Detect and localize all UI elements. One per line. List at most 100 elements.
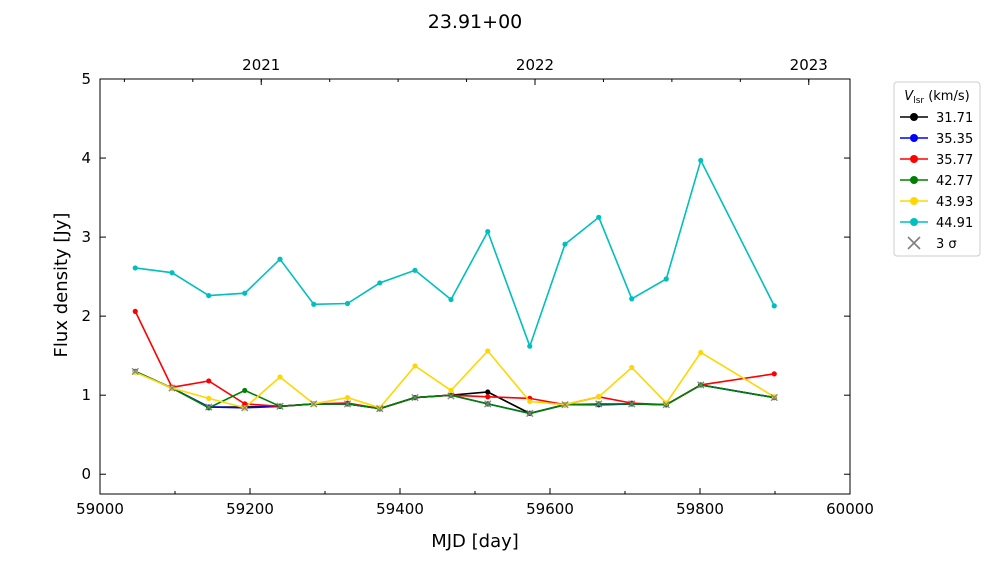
data-point-43.93 bbox=[448, 387, 454, 394]
y-tick-label: 3 bbox=[81, 228, 91, 246]
legend-entry-label: 42.77 bbox=[936, 174, 973, 189]
legend-swatch-marker bbox=[910, 197, 918, 205]
data-point-44.91 bbox=[663, 276, 669, 282]
x-tick-label: 59200 bbox=[226, 500, 274, 518]
sigma-marker bbox=[628, 400, 636, 408]
legend-swatch-marker bbox=[910, 155, 918, 163]
series-line-42.77 bbox=[134, 370, 775, 415]
data-point-44.91 bbox=[698, 157, 704, 164]
sigma-marker bbox=[411, 393, 419, 402]
top-year-label: 2021 bbox=[242, 56, 280, 74]
legend-swatch-marker bbox=[910, 134, 918, 142]
y-tick-label: 0 bbox=[81, 465, 91, 483]
sigma-marker bbox=[376, 404, 384, 413]
data-point-43.93 bbox=[596, 394, 602, 400]
data-point-44.91 bbox=[169, 270, 175, 276]
data-point-35.77 bbox=[771, 371, 777, 377]
data-point-44.91 bbox=[242, 290, 248, 296]
legend: Vlsr (km/s) 31.71 35.35 35.77 42.77 43.93 44.… bbox=[893, 81, 981, 257]
x-tick-label: 60000 bbox=[826, 500, 874, 518]
data-point-44.91 bbox=[311, 301, 317, 307]
legend-entry-label: 35.35 bbox=[936, 132, 973, 147]
sigma-marker bbox=[276, 402, 284, 410]
sigma-marker bbox=[595, 400, 603, 408]
data-point-44.91 bbox=[527, 343, 533, 349]
chart-title: 23.91+00 bbox=[428, 11, 523, 33]
data-point-43.93 bbox=[206, 395, 212, 401]
data-point-44.91 bbox=[344, 300, 351, 307]
legend-title-unit: (km/s) bbox=[924, 89, 970, 104]
x-tick-label: 59600 bbox=[526, 500, 574, 518]
data-point-44.91 bbox=[132, 265, 138, 271]
legend-swatch-marker bbox=[910, 113, 918, 121]
sigma-marker bbox=[770, 393, 778, 402]
data-point-43.93 bbox=[485, 348, 491, 354]
data-point-43.93 bbox=[527, 398, 533, 405]
y-tick-label: 1 bbox=[81, 386, 91, 404]
sigma-marker bbox=[131, 367, 139, 376]
data-point-44.91 bbox=[277, 256, 283, 262]
data-point-35.77 bbox=[206, 378, 212, 384]
data-point-44.91 bbox=[377, 280, 383, 286]
legend-entry-label: 35.77 bbox=[936, 153, 973, 168]
x-axis-label: MJD [day] bbox=[431, 531, 519, 552]
data-point-43.93 bbox=[412, 363, 418, 369]
legend-entry-label: 44.91 bbox=[936, 216, 973, 231]
legend-frame bbox=[893, 81, 981, 257]
data-point-44.91 bbox=[412, 267, 418, 273]
x-tick-label: 59800 bbox=[676, 500, 724, 518]
legend-swatch-marker bbox=[910, 218, 918, 226]
sigma-marker bbox=[447, 392, 455, 400]
data-point-31.71 bbox=[485, 389, 491, 395]
sigma-marker bbox=[484, 400, 492, 408]
data-point-44.91 bbox=[596, 214, 602, 220]
legend-sigma-marker bbox=[907, 236, 921, 250]
y-axis-label: Flux density [Jy] bbox=[51, 213, 72, 358]
data-point-43.93 bbox=[344, 394, 351, 401]
sigma-marker bbox=[526, 409, 534, 418]
y-tick-label: 5 bbox=[81, 70, 91, 88]
legend-title-sub: lsr bbox=[913, 96, 924, 106]
sigma-marker bbox=[241, 404, 249, 412]
series-line-43.93 bbox=[134, 349, 775, 409]
x-tick-label: 59400 bbox=[376, 500, 424, 518]
data-point-44.91 bbox=[206, 292, 212, 299]
top-year-label: 2022 bbox=[516, 56, 554, 74]
y-tick-label: 4 bbox=[81, 149, 91, 167]
sigma-marker bbox=[697, 381, 705, 389]
sigma-marker bbox=[168, 384, 176, 392]
series-line-35.77 bbox=[134, 311, 775, 410]
legend-title: Vlsr (km/s) bbox=[904, 89, 969, 106]
data-point-42.77 bbox=[242, 387, 248, 394]
data-point-35.77 bbox=[132, 308, 138, 314]
legend-swatch-marker bbox=[910, 176, 918, 184]
data-point-43.93 bbox=[629, 364, 635, 371]
legend-sigma-label: 3 σ bbox=[936, 237, 957, 252]
legend-entry-label: 43.93 bbox=[936, 195, 973, 210]
data-point-35.77 bbox=[485, 394, 491, 400]
data-point-44.91 bbox=[562, 241, 568, 247]
series-line-35.35 bbox=[134, 370, 775, 415]
sigma-marker bbox=[343, 400, 352, 408]
data-point-44.91 bbox=[771, 303, 777, 309]
legend-title-main: V bbox=[904, 89, 914, 104]
data-point-43.93 bbox=[698, 349, 704, 356]
data-point-44.91 bbox=[485, 228, 491, 235]
data-point-43.93 bbox=[277, 374, 283, 380]
top-year-label: 2023 bbox=[790, 56, 828, 74]
sigma-marker bbox=[561, 400, 569, 409]
data-point-44.91 bbox=[629, 296, 635, 302]
legend-entry-label: 31.71 bbox=[936, 111, 973, 126]
data-point-35.77 bbox=[242, 401, 248, 407]
plot-frame bbox=[99, 78, 851, 495]
sigma-marker bbox=[310, 400, 318, 408]
sigma-marker bbox=[662, 400, 670, 409]
y-tick-label: 2 bbox=[81, 307, 91, 325]
data-point-44.91 bbox=[448, 296, 454, 303]
sigma-marker bbox=[205, 403, 213, 411]
data-point-43.93 bbox=[663, 400, 669, 406]
series-line-44.91 bbox=[135, 158, 776, 349]
x-tick-label: 59000 bbox=[76, 500, 124, 518]
